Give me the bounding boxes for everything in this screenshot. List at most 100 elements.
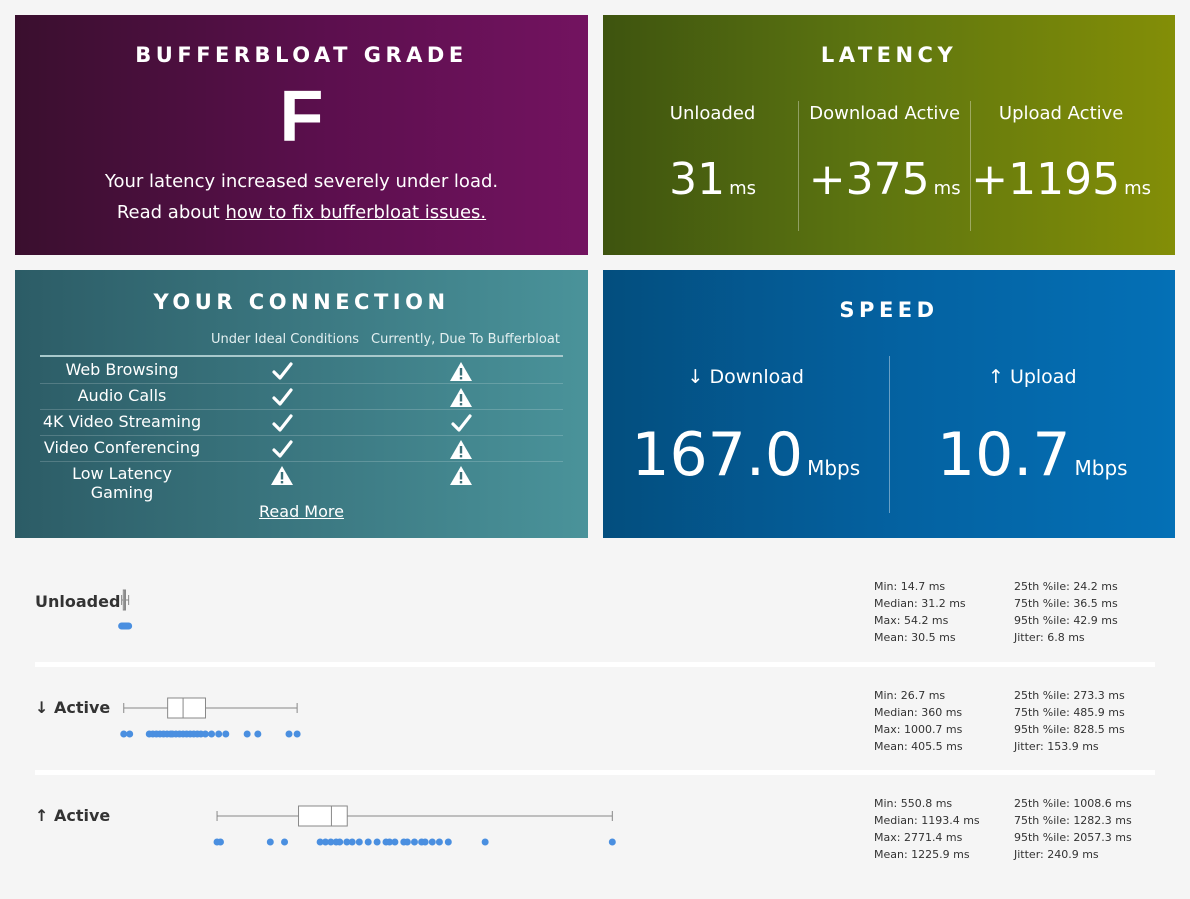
activity-name: Web Browsing (65, 360, 179, 379)
sample-dot (391, 838, 399, 846)
sample-dot (364, 838, 372, 846)
sample-dot (403, 838, 411, 846)
read-more-container: Read More (15, 502, 588, 521)
grade-title: BUFFERBLOAT GRADE (135, 43, 468, 67)
latency-unit: ms (1124, 178, 1152, 199)
connection-row: Audio Calls (40, 384, 563, 410)
activity-name: Video Conferencing (43, 438, 201, 457)
grade-description: Your latency increased severely under lo… (104, 171, 499, 192)
stat-p75: 75th %ile: 485.9 ms (1014, 706, 1125, 719)
sample-dot (410, 838, 418, 846)
iqr-box (298, 805, 348, 827)
latency-download-active: Download Active +375 ms (799, 101, 972, 231)
latency-title: LATENCY (820, 43, 958, 67)
check-icon (449, 413, 473, 433)
speed-download: ↓ Download 167.0 Mbps (603, 356, 890, 513)
latency-unloaded: Unloaded 31 ms (627, 101, 800, 231)
connection-title: YOUR CONNECTION (153, 290, 450, 314)
row-divider (35, 770, 1155, 775)
read-more-link[interactable]: Read More (259, 502, 344, 521)
stats-left: Min: 26.7 ms Median: 360 ms Max: 1000.7 … (874, 687, 963, 755)
detail-row-upload-active: ↑ Active Min: 550.8 ms Median: 1193.4 ms… (35, 777, 1155, 877)
latency-value: +1195 ms (971, 154, 1151, 205)
grade-letter: F (279, 77, 324, 157)
stat-min: Min: 14.7 ms (874, 580, 946, 593)
check-icon (270, 361, 294, 381)
iqr-box (167, 697, 206, 719)
download-label: Download (709, 366, 804, 388)
stat-p75: 75th %ile: 36.5 ms (1014, 597, 1118, 610)
check-icon (270, 413, 294, 433)
stat-p25: 25th %ile: 273.3 ms (1014, 689, 1125, 702)
sample-dot (343, 838, 351, 846)
sample-dot (316, 838, 324, 846)
speed-card: SPEED ↓ Download 167.0 Mbps ↑ Upload 10.7… (603, 270, 1175, 538)
stat-min: Min: 26.7 ms (874, 689, 946, 702)
latency-value: +375 ms (799, 154, 970, 205)
sample-dot (285, 730, 293, 738)
sample-dot (125, 622, 133, 630)
stat-mean: Mean: 1225.9 ms (874, 848, 970, 861)
sample-dot (327, 838, 335, 846)
connection-row: Web Browsing (40, 358, 563, 384)
latency-upload-active: Upload Active +1195 ms (971, 101, 1151, 231)
speed-title: SPEED (839, 298, 939, 322)
sample-dot (281, 838, 289, 846)
sample-dot (355, 838, 363, 846)
stat-median: Median: 1193.4 ms (874, 814, 980, 827)
stats-right: 25th %ile: 273.3 ms 75th %ile: 485.9 ms … (1014, 687, 1125, 755)
speed-label: ↓ Download (603, 366, 889, 388)
sample-dot (216, 838, 224, 846)
stat-min: Min: 550.8 ms (874, 797, 953, 810)
up-arrow-icon: ↑ (987, 366, 1004, 388)
sample-dot (243, 730, 251, 738)
sample-dot (215, 730, 223, 738)
latency-number: +375 (808, 154, 930, 205)
stats-right: 25th %ile: 1008.6 ms 75th %ile: 1282.3 m… (1014, 795, 1132, 863)
latency-boxplot-unloaded (118, 589, 133, 630)
sample-dot (201, 730, 209, 738)
fix-bufferbloat-link[interactable]: how to fix bufferbloat issues. (225, 202, 487, 223)
latency-boxplot-download (120, 697, 301, 738)
sample-dot (608, 838, 616, 846)
sample-dot (222, 730, 230, 738)
connection-row: Video Conferencing (40, 436, 563, 462)
grade-link-line: Read about how to fix bufferbloat issues… (15, 202, 588, 223)
activity-name: Audio Calls (77, 386, 167, 405)
sample-dot (386, 838, 394, 846)
latency-label: Download Active (809, 103, 961, 124)
stats-left: Min: 550.8 ms Median: 1193.4 ms Max: 277… (874, 795, 980, 863)
upload-label: Upload (1009, 366, 1077, 388)
latency-unit: ms (729, 178, 757, 199)
latency-boxplot-upload (213, 805, 616, 846)
stat-p95: 95th %ile: 828.5 ms (1014, 723, 1125, 736)
sample-dot (321, 838, 329, 846)
latency-unit: ms (933, 178, 961, 199)
connection-row: Low Latency Gaming (40, 462, 563, 502)
upload-unit: Mbps (1074, 456, 1128, 480)
connection-row: 4K Video Streaming (40, 410, 563, 436)
row-divider (35, 662, 1155, 667)
stat-mean: Mean: 405.5 ms (874, 740, 963, 753)
sample-dot (421, 838, 429, 846)
stat-p95: 95th %ile: 2057.3 ms (1014, 831, 1132, 844)
col-current-header: Currently, Due To Bufferbloat (371, 332, 560, 347)
sample-dot (120, 730, 128, 738)
stat-p75: 75th %ile: 1282.3 ms (1014, 814, 1132, 827)
warning-icon (449, 387, 473, 407)
latency-number: +1195 (971, 154, 1121, 205)
stat-p25: 25th %ile: 1008.6 ms (1014, 797, 1132, 810)
col-ideal-header: Under Ideal Conditions (211, 332, 360, 347)
stat-mean: Mean: 30.5 ms (874, 631, 956, 644)
your-connection-card: YOUR CONNECTION Under Ideal Conditions C… (15, 270, 588, 538)
sample-dot (373, 838, 381, 846)
sample-dot (293, 730, 301, 738)
stat-p95: 95th %ile: 42.9 ms (1014, 614, 1118, 627)
activity-name: Low Latency Gaming (72, 464, 172, 502)
stat-max: Max: 2771.4 ms (874, 831, 963, 844)
bufferbloat-grade-card: BUFFERBLOAT GRADE F Your latency increas… (15, 15, 588, 255)
latency-number: 31 (669, 154, 726, 205)
sample-dot (126, 730, 134, 738)
speed-value: 10.7 Mbps (890, 420, 1176, 490)
speed-label: ↑ Upload (890, 366, 1176, 388)
